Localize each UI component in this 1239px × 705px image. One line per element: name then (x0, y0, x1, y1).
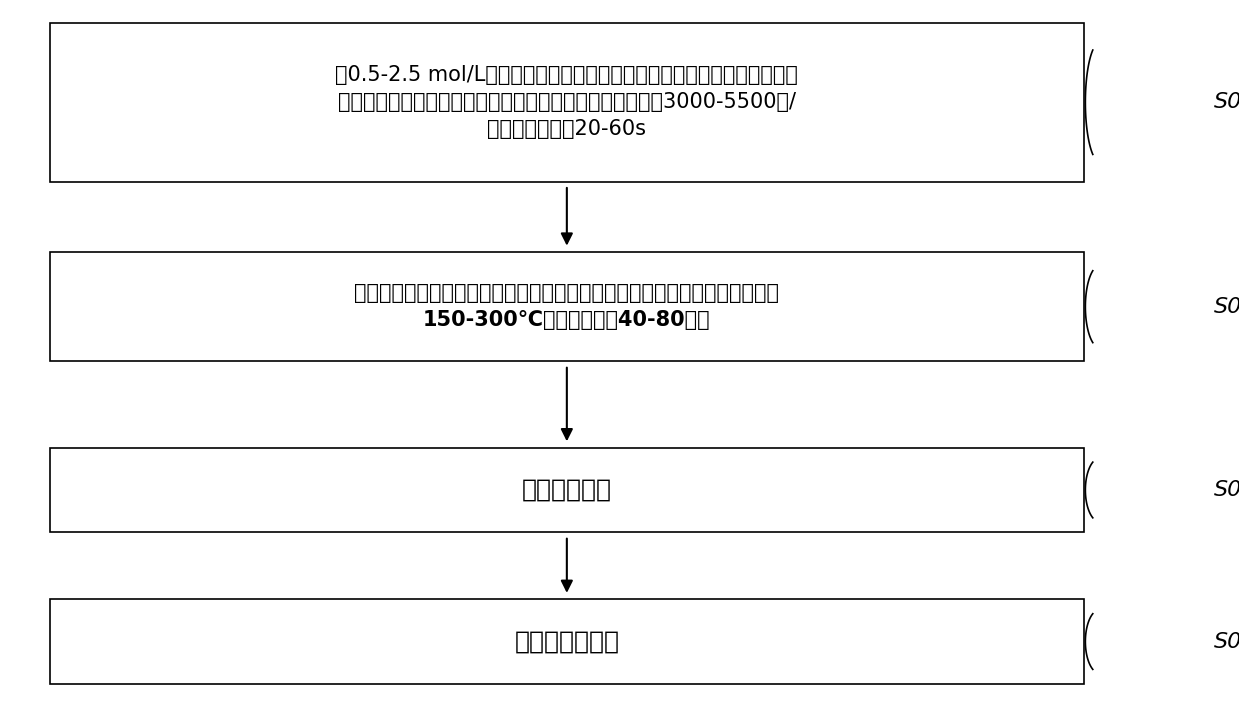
FancyBboxPatch shape (50, 23, 1084, 181)
Text: S02: S02 (1214, 297, 1239, 317)
Text: S03: S03 (1214, 480, 1239, 500)
Text: 的硝酸盐或氯盐中掺杂金属镧的硝酸盐或氯盐，旋涂速度为3000-5500转/: 的硝酸盐或氯盐中掺杂金属镧的硝酸盐或氯盐，旋涂速度为3000-5500转/ (338, 92, 795, 112)
Text: 秒，旋涂时间为20-60s: 秒，旋涂时间为20-60s (487, 119, 647, 139)
FancyBboxPatch shape (50, 448, 1084, 532)
Text: 150-300℃，退火时间为40-80分钟: 150-300℃，退火时间为40-80分钟 (422, 310, 711, 330)
Text: 制备半导体层: 制备半导体层 (522, 478, 612, 502)
Text: S01: S01 (1214, 92, 1239, 112)
Text: 沉积上金属电极: 沉积上金属电极 (514, 630, 620, 654)
FancyBboxPatch shape (50, 599, 1084, 684)
FancyBboxPatch shape (50, 252, 1084, 362)
Text: 将0.5-2.5 mol/L前驱体溶液旋涂在导电玻璃衬底上，前驱体溶液为金属锆: 将0.5-2.5 mol/L前驱体溶液旋涂在导电玻璃衬底上，前驱体溶液为金属锆 (336, 66, 798, 85)
Text: S04: S04 (1214, 632, 1239, 651)
Text: 将旋涂好前驱体溶液的导电玻璃衬底置于热板上退火形成介电层，退火温度为: 将旋涂好前驱体溶液的导电玻璃衬底置于热板上退火形成介电层，退火温度为 (354, 283, 779, 303)
